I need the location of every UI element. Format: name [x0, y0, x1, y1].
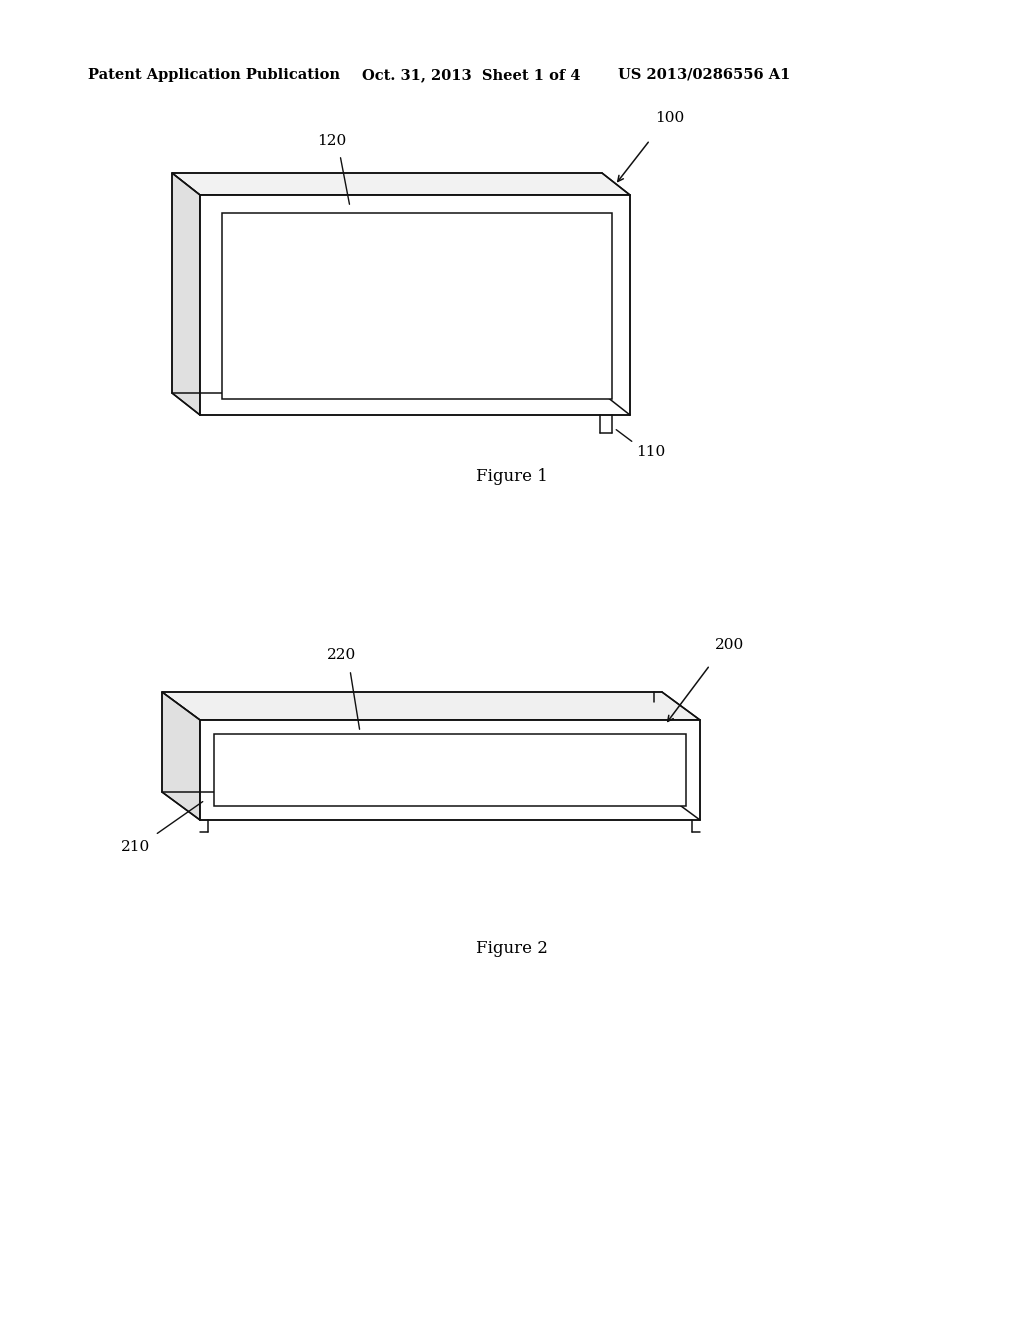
Polygon shape — [172, 173, 630, 195]
Text: Oct. 31, 2013  Sheet 1 of 4: Oct. 31, 2013 Sheet 1 of 4 — [362, 69, 581, 82]
Text: 200: 200 — [715, 638, 744, 652]
Polygon shape — [222, 213, 612, 399]
Text: US 2013/0286556 A1: US 2013/0286556 A1 — [618, 69, 791, 82]
Text: 100: 100 — [655, 111, 684, 125]
Text: Patent Application Publication: Patent Application Publication — [88, 69, 340, 82]
Text: 210: 210 — [121, 840, 150, 854]
Text: 220: 220 — [328, 648, 356, 663]
Polygon shape — [172, 173, 200, 414]
Polygon shape — [214, 734, 686, 807]
Text: 120: 120 — [317, 135, 347, 148]
Polygon shape — [200, 719, 700, 820]
Polygon shape — [162, 692, 200, 820]
Polygon shape — [162, 692, 700, 719]
Text: Figure 1: Figure 1 — [476, 469, 548, 484]
Polygon shape — [200, 195, 630, 414]
Text: 110: 110 — [636, 445, 666, 459]
Text: Figure 2: Figure 2 — [476, 940, 548, 957]
